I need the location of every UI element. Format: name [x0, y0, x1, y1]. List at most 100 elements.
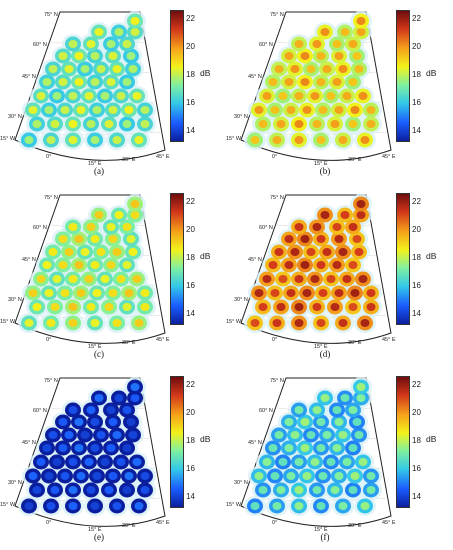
colorbar-tick: 18 [412, 70, 421, 79]
colorbar-tick: 22 [412, 380, 421, 389]
beam-core [342, 275, 352, 283]
beam-core [348, 223, 358, 231]
lat-label: 75° N [270, 12, 284, 18]
colorbar [396, 376, 410, 508]
beam-core [58, 261, 68, 269]
beam-core [112, 319, 122, 327]
beam-core [116, 458, 126, 466]
lat-label: 45° N [248, 74, 262, 80]
colorbar-tick: 20 [186, 408, 195, 417]
beam-core [52, 92, 62, 100]
panel-label: (e) [94, 532, 104, 542]
colorbar-tick: 22 [186, 14, 195, 23]
beam-core [360, 319, 370, 327]
beam-core [86, 406, 96, 414]
beam-core [334, 106, 344, 114]
beam-core [32, 303, 42, 311]
coverage-map: 75° N 60° N 45° N 30° N 15° W 0° 15° E 30° E 45°… [226, 194, 396, 350]
panel-label: (d) [319, 349, 331, 359]
beam-core [58, 235, 68, 243]
beam-core [122, 486, 132, 494]
beam-core [326, 458, 336, 466]
lon-label: 15° E [88, 527, 102, 533]
colorbar-tick: 18 [412, 253, 421, 262]
lat-label: 30° N [234, 114, 248, 120]
colorbar-tick: 22 [412, 197, 421, 206]
beam-core [318, 289, 328, 297]
beam-core [94, 211, 104, 219]
beam-core [320, 394, 330, 402]
beam-core [258, 303, 268, 311]
beam-core [330, 303, 340, 311]
beam-core [36, 92, 46, 100]
lon-label: 0° [272, 154, 277, 160]
beam-core [360, 136, 370, 144]
beam-core [50, 486, 60, 494]
beam-core [74, 78, 84, 86]
lon-label: 45° E [382, 337, 396, 343]
beam-core [322, 248, 332, 256]
colorbar-unit: dB [426, 68, 437, 78]
beam-core [108, 472, 118, 480]
lat-label: 15° W [226, 319, 242, 325]
beam-core [74, 52, 84, 60]
beam-core [300, 444, 310, 452]
beam-core [124, 106, 134, 114]
beam-core [284, 261, 294, 269]
beam-core [300, 261, 310, 269]
panel-label: (b) [319, 166, 331, 176]
beam-core [322, 65, 332, 73]
beam-core [284, 78, 294, 86]
beam-core [294, 120, 304, 128]
beam-core [312, 120, 322, 128]
beam-core [276, 120, 286, 128]
beam-core [132, 275, 142, 283]
beam-core [306, 431, 316, 439]
lat-label: 30° N [234, 297, 248, 303]
beam-core [330, 486, 340, 494]
beam-core [58, 52, 68, 60]
beam-core [90, 235, 100, 243]
beam-core [352, 235, 362, 243]
beam-core [294, 319, 304, 327]
beam-core [258, 486, 268, 494]
beam-core [322, 431, 332, 439]
beam-core [250, 319, 260, 327]
lon-label: 30° E [122, 340, 136, 346]
beam-core [68, 486, 78, 494]
lat-label: 45° N [22, 257, 36, 263]
lon-label: 0° [46, 337, 51, 343]
beam-core [258, 120, 268, 128]
colorbar-unit: dB [426, 251, 437, 261]
beam-core [108, 106, 118, 114]
beam-core [358, 275, 368, 283]
beam-core [358, 458, 368, 466]
beam-core [334, 52, 344, 60]
lat-label: 60° N [259, 225, 273, 231]
beam-core [320, 211, 330, 219]
colorbar-tick: 18 [186, 70, 195, 79]
beam-core [254, 472, 264, 480]
beam-core [332, 40, 342, 48]
beam-core [68, 120, 78, 128]
panel-label: (a) [94, 166, 104, 176]
beam-core [76, 289, 86, 297]
colorbar-tick: 14 [412, 126, 421, 135]
beam-core [74, 261, 84, 269]
beam-core [60, 472, 70, 480]
beam-core [366, 120, 376, 128]
beam-core [106, 40, 116, 48]
colorbar-tick: 16 [412, 98, 421, 107]
beam-core [28, 289, 38, 297]
beam-core [338, 319, 348, 327]
beam-core [46, 319, 56, 327]
beam-core [360, 502, 370, 510]
beam-core [90, 502, 100, 510]
lat-label: 60° N [259, 42, 273, 48]
colorbar [170, 376, 184, 508]
beam-core [366, 472, 376, 480]
beam-core [68, 406, 78, 414]
panel-label: (f) [320, 532, 330, 542]
beam-core [340, 28, 350, 36]
beam-core [272, 136, 282, 144]
